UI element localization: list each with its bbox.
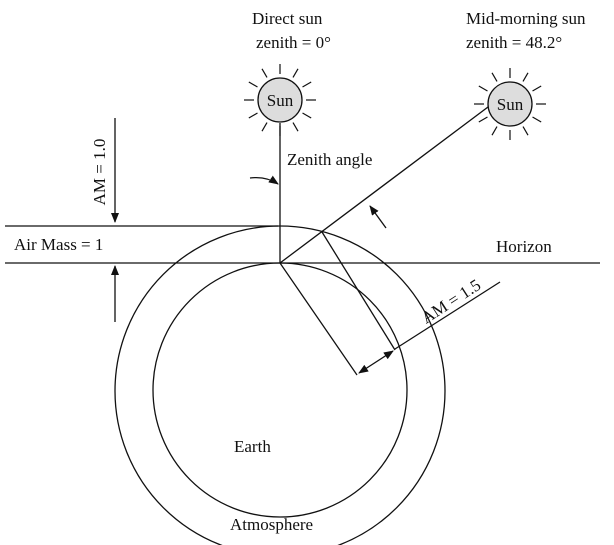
label: Zenith angle	[287, 150, 372, 169]
sun-ray	[478, 116, 488, 123]
am15-leader	[394, 281, 501, 350]
slant-ray	[279, 103, 493, 264]
sun-ray	[532, 85, 542, 92]
geometry	[114, 225, 446, 545]
label: zenith = 0°	[256, 33, 331, 52]
label: Air Mass = 1	[14, 235, 103, 254]
sun-ray	[248, 112, 258, 119]
radius-line	[279, 262, 358, 376]
path-end-line	[321, 231, 396, 351]
sun-label: Sun	[267, 91, 294, 110]
sun-ray	[532, 116, 542, 123]
sun-ray	[261, 122, 268, 132]
label: Direct sun	[252, 9, 323, 28]
sun-label: Sun	[497, 95, 524, 114]
sun-ray	[522, 126, 529, 136]
am15-arrow	[358, 350, 394, 374]
label: Earth	[234, 437, 271, 456]
zenith-angle-arrow	[249, 175, 279, 185]
label: AM = 1.5	[418, 275, 484, 327]
sun-ray	[248, 81, 258, 88]
sun-icon	[474, 68, 546, 140]
label: Horizon	[496, 237, 552, 256]
sun-ray	[261, 68, 268, 78]
slant-arrow	[369, 205, 387, 229]
sun-ray	[491, 126, 498, 136]
earth-circle	[152, 262, 408, 518]
sun-ray	[302, 81, 312, 88]
label: Atmosphere	[230, 515, 313, 534]
sun-ray	[491, 72, 498, 82]
sun-ray	[522, 72, 529, 82]
label: AM = 1.0	[90, 139, 109, 206]
label: Mid-morning sun	[466, 9, 586, 28]
sun-ray	[478, 85, 488, 92]
atmosphere-circle	[114, 225, 446, 545]
sun-ray	[292, 68, 299, 78]
sun-ray	[302, 112, 312, 119]
sun-ray	[292, 122, 299, 132]
label: zenith = 48.2°	[466, 33, 562, 52]
sun-icon	[244, 64, 316, 136]
